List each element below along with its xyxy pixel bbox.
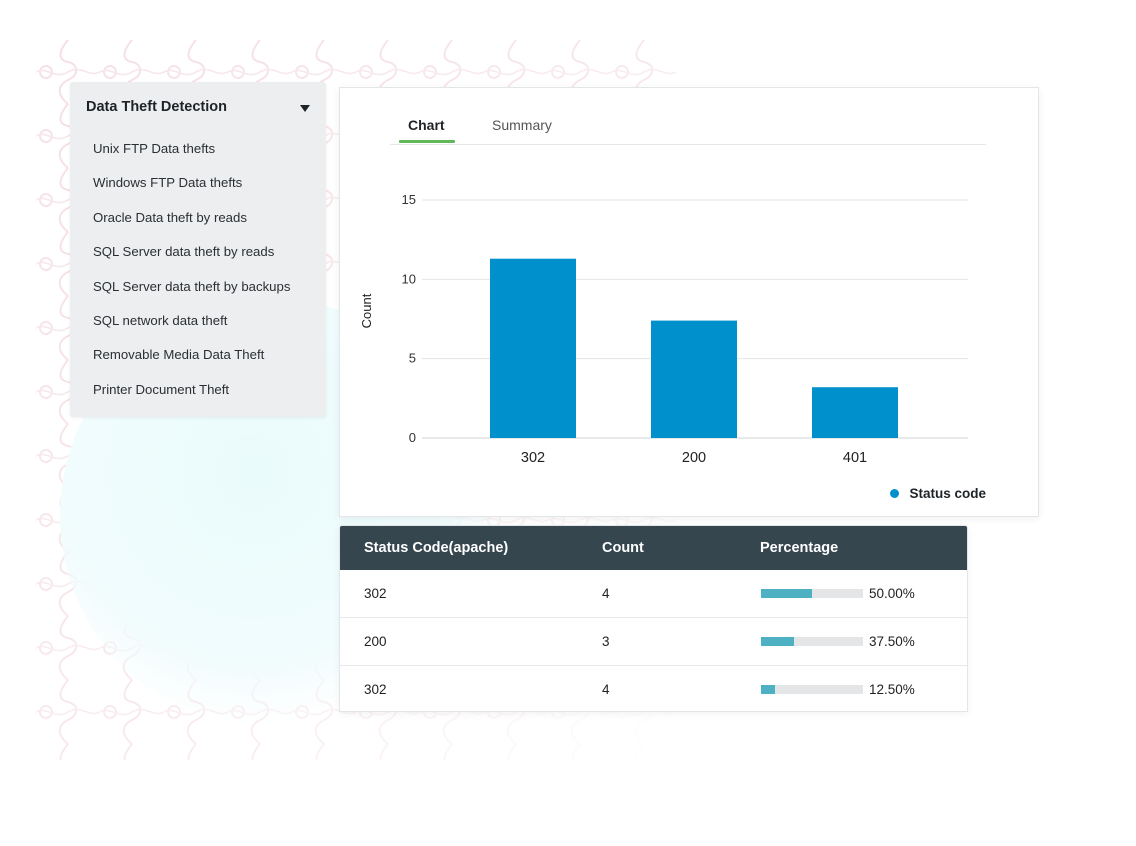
sidebar-item[interactable]: SQL Server data theft by backups (93, 278, 291, 294)
chart-legend[interactable]: Status code (890, 486, 986, 501)
column-header-percentage[interactable]: Percentage (760, 540, 839, 556)
sidebar-item[interactable]: Removable Media Data Theft (93, 347, 265, 363)
sidebar-title: Data Theft Detection (86, 99, 227, 115)
cell-percentage: 12.50% (761, 682, 915, 697)
table-row[interactable]: 302 4 50.00% (340, 570, 967, 618)
chart-card: Chart Summary 0 5 10 15 Count 302 200 401 Statu… (339, 87, 1039, 517)
summary-table: Status Code(apache) Count Percentage 302… (339, 525, 968, 712)
table-row[interactable]: 200 3 37.50% (340, 618, 967, 666)
legend-dot-icon (890, 489, 900, 498)
y-tick-label: 5 (409, 351, 416, 366)
active-tab-indicator (399, 140, 455, 143)
y-tick-label: 10 (402, 271, 416, 286)
caret-down-icon[interactable] (300, 104, 310, 112)
x-tick-label: 401 (843, 450, 867, 466)
sidebar-item[interactable]: Printer Document Theft (93, 381, 230, 397)
sidebar-item[interactable]: SQL network data theft (93, 312, 228, 328)
legend-label: Status code (909, 486, 986, 501)
percentage-bar-track (761, 637, 863, 646)
cell-status-code: 302 (364, 586, 387, 601)
cell-status-code: 302 (364, 682, 387, 697)
cell-count: 4 (602, 586, 610, 601)
sidebar-list: Unix FTP Data thefts Windows FTP Data th… (70, 132, 326, 407)
bar-chart: 0 5 10 15 Count 302 200 401 (359, 192, 968, 466)
sidebar-item[interactable]: Windows FTP Data thefts (93, 175, 243, 191)
x-tick-label: 302 (521, 450, 545, 466)
y-tick-label: 15 (402, 192, 416, 207)
x-tick-label: 200 (682, 450, 706, 466)
table-row[interactable]: 302 4 12.50% (340, 666, 967, 711)
percentage-bar-fill (761, 637, 794, 646)
bar (812, 387, 898, 438)
y-axis-label: Count (359, 293, 374, 328)
sidebar-panel: Data Theft Detection Unix FTP Data theft… (70, 82, 326, 417)
percentage-bar-fill (761, 589, 812, 598)
cell-status-code: 200 (364, 634, 387, 649)
percentage-text: 37.50% (869, 634, 915, 649)
table-header: Status Code(apache) Count Percentage (340, 526, 967, 570)
percentage-text: 12.50% (869, 682, 915, 697)
tab-bar: Chart Summary (390, 88, 986, 145)
percentage-bar-track (761, 589, 863, 598)
tab-chart[interactable]: Chart (408, 117, 445, 133)
y-tick-label: 0 (409, 430, 416, 445)
cell-count: 3 (602, 634, 610, 649)
bar (651, 320, 737, 438)
column-header-count[interactable]: Count (602, 540, 644, 556)
column-header-status-code[interactable]: Status Code(apache) (364, 540, 509, 556)
tab-summary[interactable]: Summary (492, 117, 552, 133)
bar (490, 258, 576, 438)
percentage-bar-track (761, 685, 863, 694)
sidebar-header[interactable]: Data Theft Detection (70, 82, 326, 132)
percentage-bar-fill (761, 685, 776, 694)
percentage-text: 50.00% (869, 586, 915, 601)
cell-percentage: 37.50% (761, 634, 915, 649)
sidebar-item[interactable]: Oracle Data theft by reads (93, 209, 247, 225)
cell-count: 4 (602, 682, 610, 697)
sidebar-item[interactable]: Unix FTP Data thefts (93, 141, 216, 156)
cell-percentage: 50.00% (761, 586, 915, 601)
sidebar-item[interactable]: SQL Server data theft by reads (93, 244, 275, 260)
